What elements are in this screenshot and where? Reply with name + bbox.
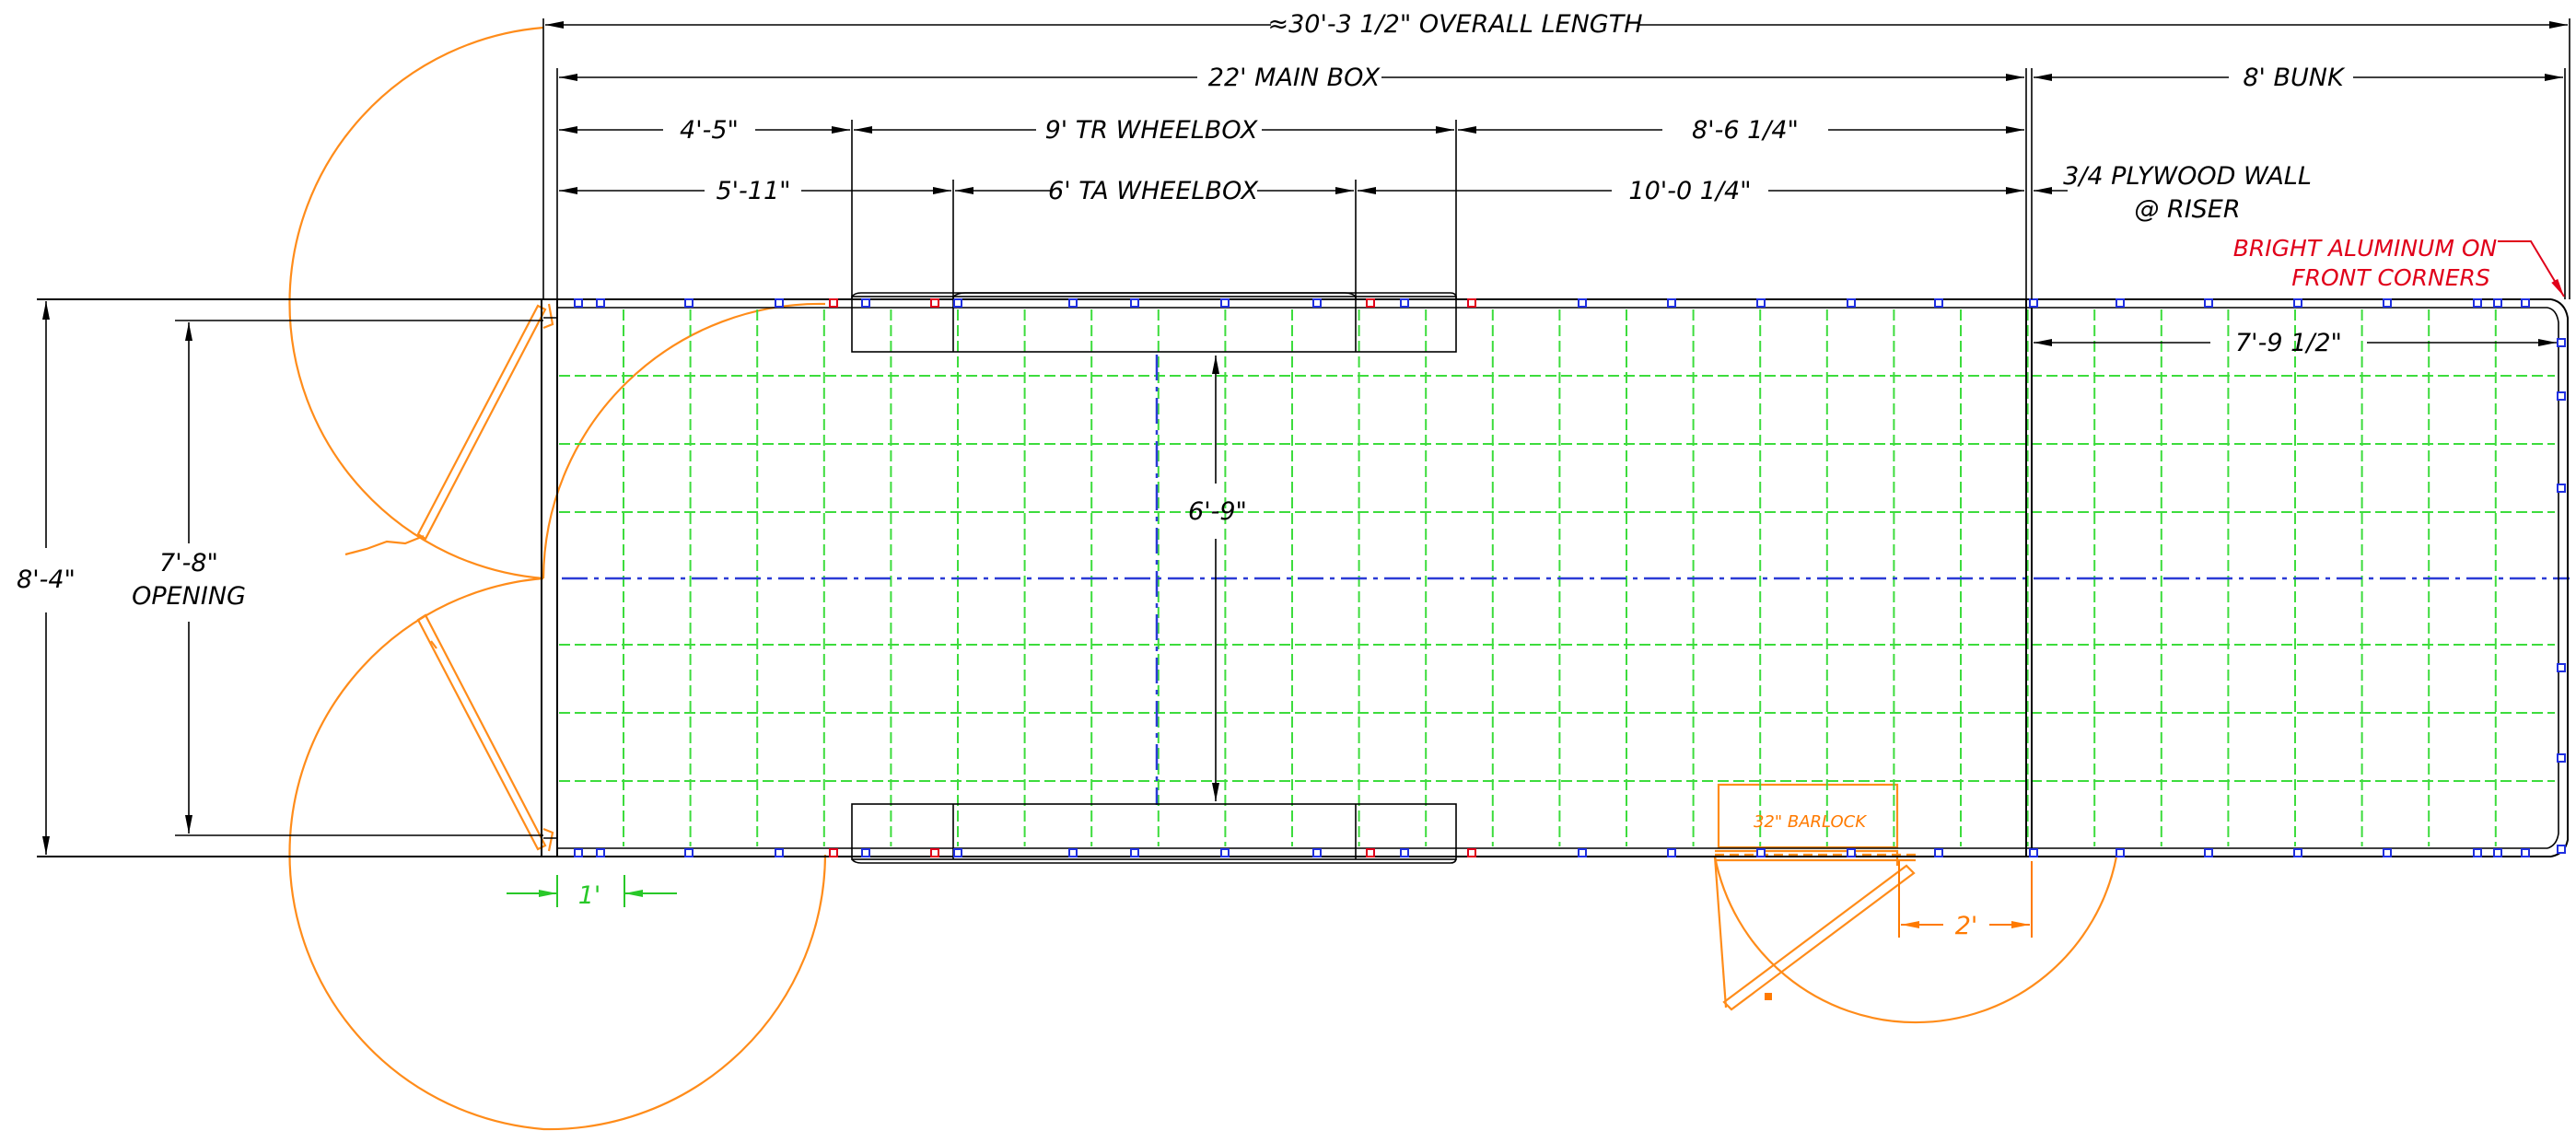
wall-post [953,298,962,308]
overall-length-label: ≈30'-3 1/2" OVERALL LENGTH [1267,10,1642,39]
wall-post [2116,848,2125,857]
interior-width-label: 6'-9" [1188,497,1247,526]
wall-post [1467,848,1476,857]
wall-post [574,848,583,857]
wall-post [1578,848,1587,857]
ta-wheelbox-label: 6' TA WHEELBOX [1048,177,1258,205]
ta-to-wall-label: 10'-0 1/4" [1628,177,1751,205]
wall-post [596,848,605,857]
wall-post [1068,848,1078,857]
wall-post [2293,298,2302,308]
aluminum-note-line1: BRIGHT ALUMINUM ON [2233,235,2498,262]
door-setback-label: 1' [578,881,601,910]
side-door [1713,783,2118,1024]
wall-post [1467,298,1476,308]
wall-post [2116,298,2125,308]
wall-post [829,298,838,308]
wall-post [829,848,838,857]
wall-post [1934,298,1943,308]
overall-width-label: 8'-4" [17,566,76,594]
tr-to-wall-label: 8'-6 1/4" [1692,116,1799,145]
wall-post [1847,848,1856,857]
wall-post [775,298,784,308]
wall-post [1312,298,1322,308]
wall-post [574,298,583,308]
wall-post [2557,753,2566,763]
trailer-outline [37,298,2569,857]
wall-post [1130,298,1139,308]
wheelboxes [851,292,1457,864]
plywood-wall-note-line1: 3/4 PLYWOOD WALL [2063,162,2312,191]
wall-post [1756,298,1766,308]
wall-post [861,848,870,857]
bunk-label: 8' BUNK [2243,64,2346,92]
wall-post [2204,848,2213,857]
wall-post [2557,338,2566,347]
wall-post [1068,298,1078,308]
wall-post [2473,298,2482,308]
wall-post [2521,298,2530,308]
main-box-label: 22' MAIN BOX [1208,64,1381,92]
wall-post [1847,298,1856,308]
wall-post [1220,848,1230,857]
wall-post [1366,848,1375,857]
plywood-wall-note-line2: @ RISER [2134,195,2240,224]
wall-post [2383,298,2392,308]
wall-post [775,848,784,857]
wall-post [2557,484,2566,493]
wall-post [2557,663,2566,672]
bunk-interior-label: 7'-9 1/2" [2235,329,2342,357]
wall-post [1220,298,1230,308]
wall-post [2473,848,2482,857]
front-offset-2-label: 5'-11" [716,177,790,205]
wall-posts [574,298,2566,857]
wall-post [1130,848,1139,857]
opening-width-label: 7'-8" [159,549,218,577]
wall-post [1400,848,1409,857]
wall-post [2293,848,2302,857]
wall-post [953,848,962,857]
front-offset-1-label: 4'-5" [680,116,739,145]
wall-post [684,298,694,308]
wall-post [2557,391,2566,401]
rear-door-swings [288,26,827,1131]
wall-post [1578,298,1587,308]
barlock-label: 32" BARLOCK [1754,812,1867,832]
wall-post [684,848,694,857]
wall-post [1667,848,1676,857]
wall-post [1934,848,1943,857]
tr-wheelbox-label: 9' TR WHEELBOX [1045,116,1258,145]
wall-post [1312,848,1322,857]
wall-post [2029,848,2038,857]
wall-post [861,298,870,308]
wall-post [596,298,605,308]
wall-post [1667,298,1676,308]
wall-post [930,298,939,308]
wall-post [930,848,939,857]
wall-post [2493,848,2502,857]
wall-post [2557,845,2566,854]
side-door-offset-label: 2' [1955,912,1978,940]
wall-post [2493,298,2502,308]
wall-post [1366,298,1375,308]
wall-post [2521,848,2530,857]
wall-post [2204,298,2213,308]
dimension-lines [42,18,2570,938]
wall-post [1756,848,1766,857]
wall-post [1400,298,1409,308]
aluminum-note-line2: FRONT CORNERS [2291,264,2490,291]
wall-post [2383,848,2392,857]
opening-label: OPENING [132,582,246,611]
wall-post [2029,298,2038,308]
